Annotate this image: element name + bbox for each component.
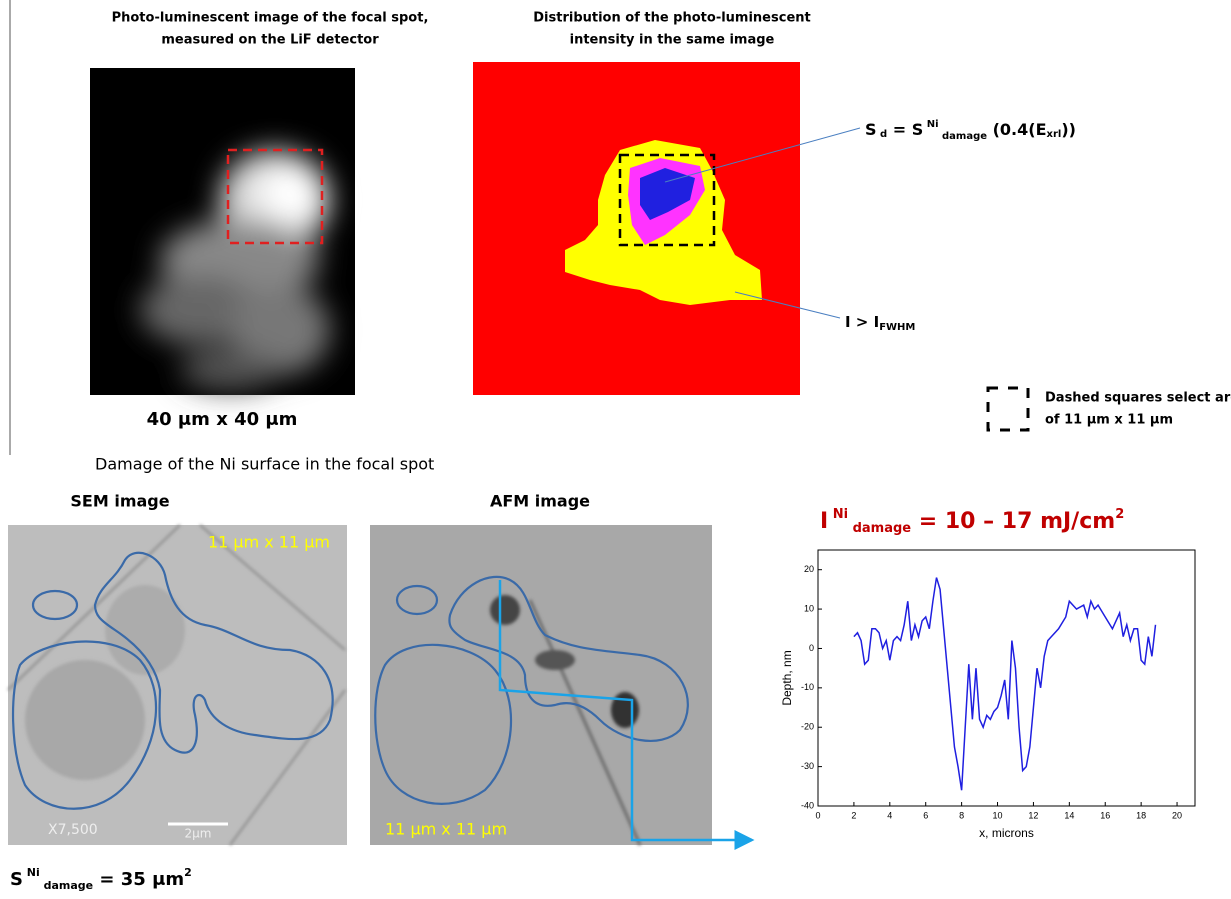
y-tick-label: 0 bbox=[809, 643, 814, 653]
legend-text: Dashed squares select area bbox=[1045, 391, 1231, 406]
y-axis-label: Depth, nm bbox=[780, 650, 794, 705]
depth-chart: -40 -30 -20 -10 0 10 20 0 2 4 6 8 10 12 14 16 18 20 x, mic… bbox=[780, 550, 1195, 840]
caption: Photo-luminescent image of the focal spo… bbox=[112, 11, 429, 26]
threshold-label: I Ni damage = 10 – 17 mJ/cm2 bbox=[820, 507, 1124, 536]
size-label: 11 μm x 11 μm bbox=[208, 533, 330, 552]
x-tick-label: 4 bbox=[887, 810, 892, 820]
sd-label: S d = S Ni damage (0.4(Exrl)) bbox=[865, 119, 1076, 142]
y-tick-label: 20 bbox=[804, 564, 814, 574]
size-label: 11 μm x 11 μm bbox=[385, 820, 507, 839]
panel-title: SEM image bbox=[70, 492, 169, 511]
x-tick-label: 8 bbox=[959, 810, 964, 820]
legend-icon bbox=[988, 388, 1028, 430]
afm-image bbox=[370, 525, 712, 845]
caption: intensity in the same image bbox=[570, 33, 775, 48]
fwhm-label: I > IFWHM bbox=[845, 313, 915, 334]
caption: Distribution of the photo-luminescent bbox=[533, 11, 810, 26]
x-tick-label: 0 bbox=[815, 810, 820, 820]
size-label: 40 μm x 40 μm bbox=[147, 409, 298, 430]
x-tick-label: 16 bbox=[1100, 810, 1110, 820]
area-label: S Ni damage = 35 μm2 bbox=[10, 866, 192, 892]
figure: Photo-luminescent image of the focal spo… bbox=[0, 0, 1231, 895]
x-tick-label: 12 bbox=[1028, 810, 1038, 820]
y-tick-label: -10 bbox=[801, 682, 814, 692]
x-tick-label: 10 bbox=[993, 810, 1003, 820]
legend-text: of 11 μm x 11 μm bbox=[1045, 413, 1173, 428]
x-tick-label: 20 bbox=[1172, 810, 1182, 820]
y-tick-label: -30 bbox=[801, 761, 814, 771]
magnification: X7,500 bbox=[48, 822, 98, 838]
x-tick-label: 2 bbox=[851, 810, 856, 820]
y-tick-label: 10 bbox=[804, 603, 814, 613]
x-tick-label: 6 bbox=[923, 810, 928, 820]
depth-line bbox=[854, 578, 1156, 791]
caption: measured on the LiF detector bbox=[161, 33, 379, 48]
plot-frame bbox=[818, 550, 1195, 806]
scale-label: 2μm bbox=[185, 827, 212, 841]
y-tick-label: -20 bbox=[801, 722, 814, 732]
panel-title: AFM image bbox=[490, 492, 590, 511]
y-tick-label: -40 bbox=[801, 800, 814, 810]
x-axis-label: x, microns bbox=[979, 826, 1034, 840]
section-title: Damage of the Ni surface in the focal sp… bbox=[95, 455, 434, 474]
x-tick-label: 18 bbox=[1136, 810, 1146, 820]
x-tick-label: 14 bbox=[1064, 810, 1074, 820]
